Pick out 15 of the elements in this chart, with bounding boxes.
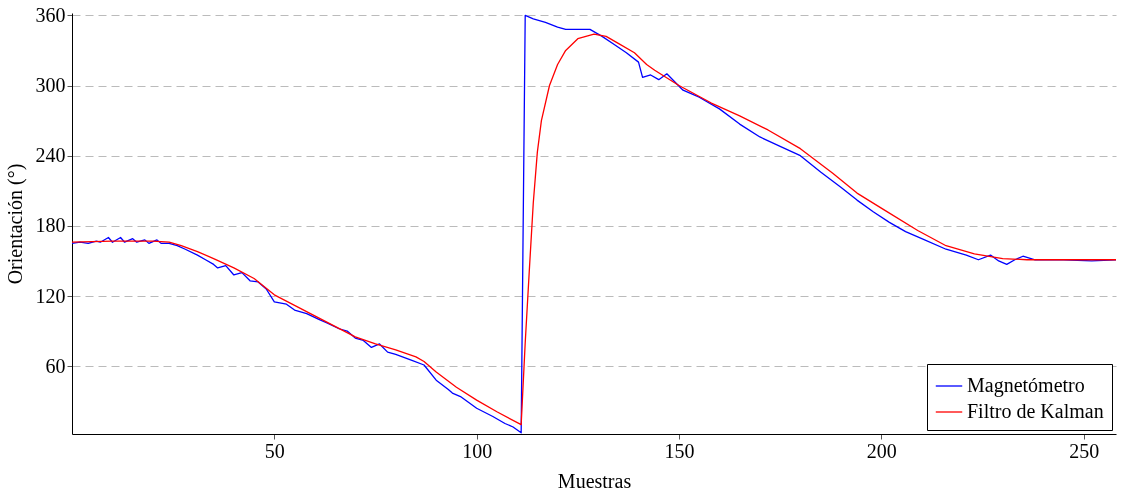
y-tick-label: 60 (45, 354, 66, 377)
x-tick-label: 150 (664, 439, 695, 462)
x-tick-label: 200 (866, 439, 897, 462)
x-tick-label: 50 (264, 439, 285, 462)
y-tick-label: 300 (35, 74, 66, 97)
y-tick-label: 240 (35, 144, 66, 167)
y-tick-label: 120 (35, 284, 66, 307)
x-tick-label: 100 (462, 439, 493, 462)
x-tick-label: 250 (1069, 439, 1100, 462)
y-tick-label: 360 (35, 3, 66, 26)
legend-label: Magnetómetro (967, 374, 1085, 397)
legend-label: Filtro de Kalman (967, 400, 1104, 422)
y-tick-label: 180 (35, 214, 66, 237)
x-axis-title: Muestras (557, 469, 632, 492)
y-axis-title: Orientación (°) (3, 163, 27, 285)
